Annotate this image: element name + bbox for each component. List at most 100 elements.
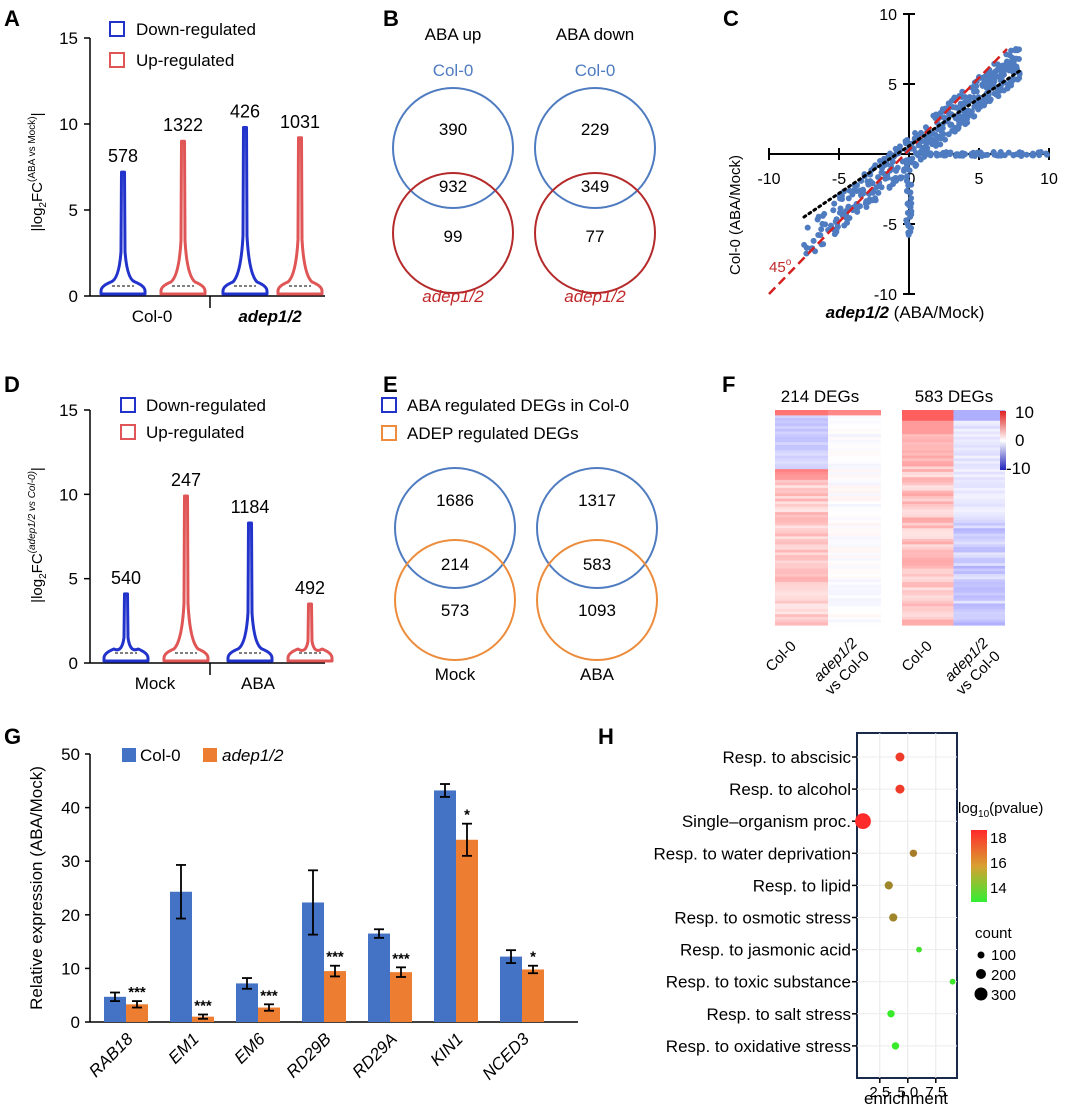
h-color-tick-14: 14: [990, 880, 1007, 897]
enrichment-dot: [887, 1010, 895, 1018]
heatmap-cell: [828, 415, 881, 419]
heatmap-cell: [902, 547, 954, 551]
d-ylabel-sub: 2: [38, 573, 49, 579]
bar: [170, 891, 192, 1022]
enrichment-dot: [949, 978, 956, 985]
scatter-point: [845, 203, 852, 210]
heatmap-cell: [953, 611, 1005, 615]
heatmap-cell: [775, 428, 828, 433]
heatmap-cell: [902, 490, 954, 494]
scatter-point: [1015, 56, 1022, 63]
y-tick-label: 5: [888, 77, 897, 94]
heatmap-cell: [902, 514, 954, 519]
scatter-point: [1000, 63, 1007, 70]
scatter-point: [998, 69, 1005, 76]
legend-d-up-swatch: [120, 424, 136, 440]
heatmap-cell: [902, 541, 954, 545]
bar: [522, 969, 544, 1022]
scatter-point: [1008, 47, 1015, 54]
heatmap-cell: [775, 611, 828, 615]
heatmap-cell: [953, 504, 1005, 508]
bar: [434, 790, 456, 1022]
heatmap-cell: [828, 530, 881, 535]
scatter-point: [991, 90, 998, 97]
heatmap-cell: [902, 520, 954, 524]
panel-letter-a: A: [4, 6, 20, 31]
g-ylabel: Relative expression (ABA/Mock): [27, 766, 46, 1010]
heatmap-cell: [902, 576, 954, 580]
heatmap-cell: [953, 471, 1005, 476]
heatmap-cell: [828, 469, 881, 473]
heatmap-cell: [775, 544, 828, 548]
heatmap-cell: [775, 474, 828, 478]
scatter-point: [977, 100, 984, 107]
venn-b-bottom-only-2: 77: [586, 227, 605, 246]
heatmap-cell: [775, 498, 828, 502]
heatmap-cell: [953, 530, 1005, 535]
scatter-point: [1008, 82, 1015, 89]
enrichment-dot: [916, 946, 922, 953]
heatmap-cell: [828, 498, 881, 502]
heatmap-cell: [953, 477, 1005, 481]
venn-b-top-only-2: 229: [581, 120, 609, 139]
heatmap-cell: [775, 619, 828, 623]
scatter-point: [908, 159, 915, 166]
legend-e-orange: ADEP regulated DEGs: [407, 424, 579, 443]
scatter-point: [1008, 63, 1015, 70]
heatmap-cell: [828, 573, 881, 578]
venn-b-circle-bottom-2: [534, 172, 656, 294]
heatmap-cell: [902, 563, 954, 567]
heatmap-cell: [828, 487, 881, 492]
scatter-point: [953, 104, 960, 111]
heatmap-cell: [953, 463, 1005, 468]
h-count-title: count: [975, 925, 1013, 942]
heatmap-cell: [828, 423, 881, 427]
heatmap-cell: [828, 474, 881, 478]
heatmap-cell: [902, 530, 954, 535]
x-tick-label: 2.5: [869, 1084, 890, 1101]
legend-a-up: Up-regulated: [136, 51, 234, 70]
scatter-point: [906, 167, 913, 174]
scatter-point: [872, 162, 879, 169]
heatmap-cell: [953, 547, 1005, 551]
violin: [159, 139, 207, 296]
heatmap-cell: [828, 608, 881, 613]
heatmap-cell: [775, 455, 828, 459]
violin: [99, 170, 147, 296]
heatmap-cell: [828, 439, 881, 443]
heatmap-cell: [953, 541, 1005, 545]
heatmap-cell: [828, 619, 881, 623]
h-count-label-100: 100: [991, 947, 1016, 964]
legend-g: Col-0 adep1/2: [122, 746, 284, 765]
heatmap-cell: [775, 622, 828, 626]
y-tick-label: 50: [61, 745, 80, 764]
x-tick-label: -5: [832, 171, 846, 188]
heatmap-cell: [828, 544, 881, 548]
scatter-point: [803, 250, 810, 257]
heatmap-cell: [902, 522, 954, 527]
heatmap-cell: [828, 504, 881, 508]
heatmap-cell: [775, 582, 828, 586]
heatmap-cell: [902, 496, 954, 500]
heatmap-cell: [953, 439, 1005, 443]
y-tick-label: 10: [59, 115, 78, 134]
heatmap-cell: [902, 436, 954, 441]
heatmap-cell: [775, 547, 828, 551]
heatmap-cell: [828, 598, 881, 602]
heatmap-cell: [953, 533, 1005, 537]
scatter-point: [990, 149, 997, 156]
heatmap-cell: [902, 582, 954, 586]
heatmap-cell: [953, 528, 1005, 532]
heatmap-cell: [828, 536, 881, 540]
scatter-point: [921, 147, 928, 154]
heatmap-cell: [953, 622, 1005, 626]
enrichment-dot: [855, 813, 871, 830]
y-tick-label: 30: [61, 852, 80, 871]
heatmap-cell: [902, 573, 954, 578]
heatmap-cell: [828, 466, 881, 470]
heatmap-cell: [775, 576, 828, 580]
heatmap-cell: [775, 453, 828, 457]
heatmap-cell: [828, 431, 881, 435]
scatter-point: [933, 150, 940, 157]
category-label: RAB18: [85, 1029, 137, 1081]
